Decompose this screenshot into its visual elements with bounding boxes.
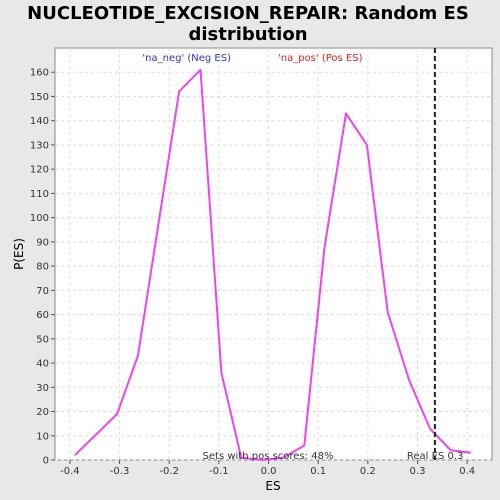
y-tick-label: 10	[36, 431, 49, 442]
series-layer	[74, 68, 472, 461]
chart-title-line1: NUCLEOTIDE_EXCISION_REPAIR: Random ES	[27, 3, 469, 24]
y-tick-label: 140	[30, 116, 49, 127]
y-axis-label: P(ES)	[12, 238, 26, 270]
x-tick-label: 0.0	[261, 466, 277, 477]
grid-lines	[55, 48, 492, 461]
plot-area	[54, 47, 493, 461]
x-axis-label: ES	[265, 479, 280, 493]
y-tick-label: 70	[36, 286, 49, 297]
x-tick-label: -0.1	[209, 466, 229, 477]
y-tick-label: 160	[30, 68, 49, 79]
x-tick-label: 0.4	[459, 466, 475, 477]
y-tick-label: 40	[36, 359, 49, 370]
y-tick-label: 60	[36, 310, 49, 321]
y-tick-label: 110	[30, 189, 49, 200]
x-tick-label: -0.4	[60, 466, 80, 477]
chart-title-line2: distribution	[188, 24, 307, 45]
pos-scores-label: Sets with pos scores: 48%	[203, 451, 334, 462]
y-tick-label: 120	[30, 165, 49, 176]
legend-pos: 'na_pos' (Pos ES)	[278, 53, 363, 64]
y-tick-label: 150	[30, 92, 49, 103]
y-tick-label: 30	[36, 383, 49, 394]
x-tick-label: 0.2	[360, 466, 376, 477]
y-axis-ticks: 0 10 20 30 40 50 60 70 80 90 100 110 120 130 140 150 160	[30, 68, 55, 467]
es-distribution-line	[74, 68, 472, 461]
y-tick-label: 50	[36, 334, 49, 345]
y-tick-label: 100	[30, 213, 49, 224]
legend-neg: 'na_neg' (Neg ES)	[142, 53, 231, 64]
x-tick-label: -0.2	[159, 466, 179, 477]
real-es-label: Real ES 0.3	[407, 451, 463, 462]
y-tick-label: 130	[30, 140, 49, 151]
x-tick-label: 0.1	[310, 466, 326, 477]
x-axis-ticks: -0.4 -0.3 -0.2 -0.1 0.0 0.1 0.2 0.3 0.4	[60, 460, 475, 477]
real-es-marker-layer: Real ES 0.3	[407, 48, 463, 462]
y-tick-label: 90	[36, 237, 49, 248]
y-tick-label: 80	[36, 262, 49, 273]
y-tick-label: 20	[36, 407, 49, 418]
x-tick-label: 0.3	[410, 466, 426, 477]
x-tick-label: -0.3	[110, 466, 130, 477]
y-tick-label: 0	[43, 456, 49, 467]
